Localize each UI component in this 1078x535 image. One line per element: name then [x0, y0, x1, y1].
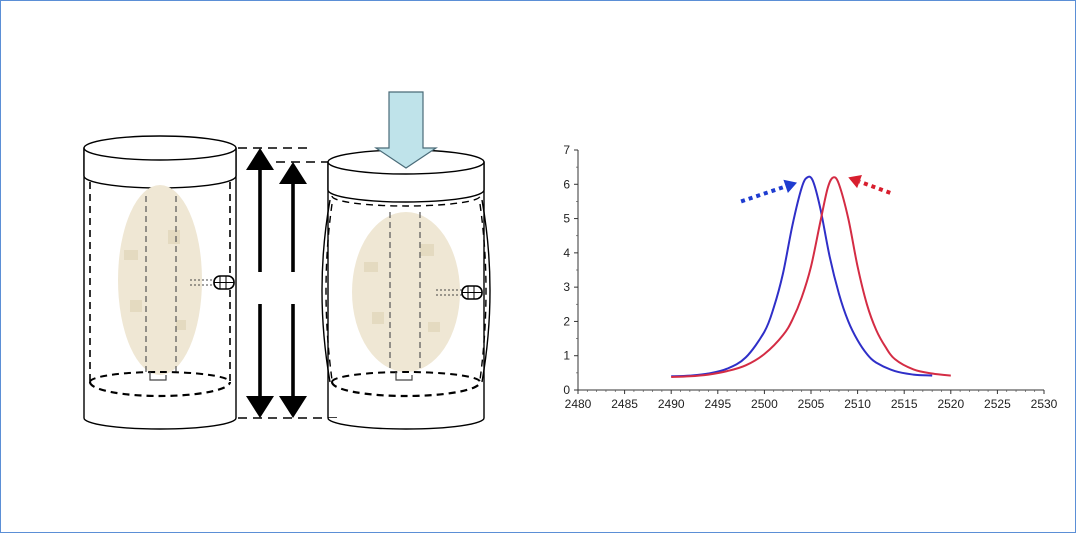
y-tick-label: 7 — [563, 143, 570, 157]
x-tick-label: 2495 — [704, 397, 731, 411]
bottom-dashed-plane-left — [88, 371, 232, 398]
sample-left — [118, 185, 202, 375]
bottom-dashed-plane-right — [330, 371, 482, 398]
y-tick-label: 0 — [563, 383, 570, 397]
cylinder-compressed — [321, 149, 491, 430]
dotted-arrow-head — [783, 179, 798, 194]
x-tick-label: 2500 — [751, 397, 778, 411]
y-tick-label: 1 — [563, 349, 570, 363]
x-tick-label: 2530 — [1031, 397, 1058, 411]
x-axis-ticks: 2480 2485 2490 2495 2500 2505 2510 2515 2520 2525… — [565, 390, 1058, 411]
dotted-arrow-shaft — [858, 179, 891, 195]
dotted-arrow-shaft — [740, 184, 787, 204]
x-tick-label: 2505 — [798, 397, 825, 411]
y-tick-label: 2 — [563, 314, 570, 328]
x-tick-label: 2510 — [844, 397, 871, 411]
series-line-1 — [671, 175, 933, 378]
y-tick-label: 4 — [563, 246, 570, 260]
cylinder-uncompressed — [83, 135, 237, 430]
down-arrow-icon — [374, 91, 438, 169]
x-tick-label: 2515 — [891, 397, 918, 411]
x-tick-label: 2485 — [611, 397, 638, 411]
y-tick-label: 5 — [563, 212, 570, 226]
dotted-arrow-head — [848, 175, 862, 189]
chart-series — [671, 175, 951, 378]
sensor-probe-icon — [436, 285, 483, 300]
vertical-dimension-arrow-icon — [238, 147, 340, 419]
y-tick-label: 6 — [563, 177, 570, 191]
spectrum-chart: 2480 2485 2490 2495 2500 2505 2510 2515 2520 2525… — [563, 143, 1057, 411]
x-tick-label: 2490 — [658, 397, 685, 411]
x-tick-label: 2480 — [565, 397, 592, 411]
series-line-2 — [671, 176, 951, 378]
y-tick-label: 3 — [563, 280, 570, 294]
sensor-probe-icon — [190, 275, 235, 290]
sample-right — [352, 212, 460, 372]
x-tick-label: 2525 — [984, 397, 1011, 411]
chart-annotations — [740, 175, 891, 204]
y-axis-ticks: 0 1 2 3 4 5 6 7 — [563, 143, 578, 397]
x-tick-label: 2520 — [937, 397, 964, 411]
